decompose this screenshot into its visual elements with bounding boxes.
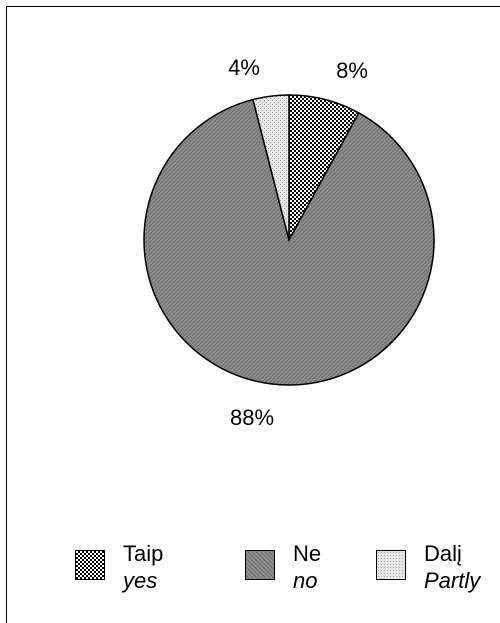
- legend-translation: Partly: [424, 567, 480, 594]
- legend-swatch-dotted: [75, 550, 105, 580]
- legend-translation: no: [293, 567, 321, 594]
- legend-swatch-dark: [245, 550, 275, 580]
- legend-label: Ne: [293, 540, 321, 567]
- legend-translation: yes: [123, 567, 163, 594]
- pie-value-label: 88%: [230, 405, 274, 430]
- legend-label: Taip: [123, 540, 163, 567]
- pie-value-label: 8%: [336, 58, 368, 83]
- pie-value-label: 4%: [228, 55, 260, 80]
- legend-label: Dalį: [424, 540, 480, 567]
- legend-swatch-light: [376, 550, 406, 580]
